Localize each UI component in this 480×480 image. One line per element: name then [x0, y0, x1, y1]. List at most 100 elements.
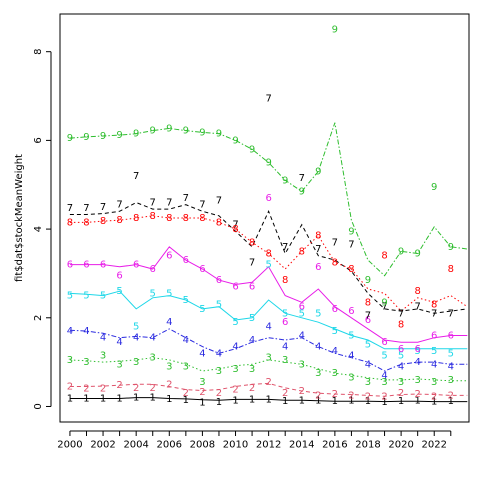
data-point-label-age-7: 7	[183, 193, 189, 204]
data-point-label-age-8: 8	[83, 217, 89, 228]
data-point-label-age-5: 5	[116, 286, 122, 297]
y-tick-label: 4	[33, 226, 44, 232]
data-point-label-age-5: 5	[249, 313, 255, 324]
data-point-label-age-7: 7	[199, 200, 205, 211]
data-point-label-age-2: 2	[166, 379, 172, 390]
data-point-label-age-1: 1	[183, 395, 189, 406]
data-point-label-age-4: 4	[183, 335, 189, 346]
data-point-label-age-3: 3	[414, 375, 420, 386]
series-line-5	[69, 290, 468, 350]
data-point-label-age-2: 2	[150, 383, 156, 394]
data-point-label-age-1: 1	[414, 396, 420, 407]
series-line-9	[69, 122, 468, 277]
data-point-label-age-9: 9	[431, 182, 437, 193]
data-point-label-age-3: 3	[199, 377, 205, 388]
data-point-label-age-3: 3	[100, 350, 106, 361]
data-point-label-age-2: 2	[381, 392, 387, 403]
data-point-label-age-8: 8	[398, 319, 404, 330]
data-point-label-age-1: 1	[299, 395, 305, 406]
data-point-label-age-3: 3	[232, 364, 238, 375]
observed-labels-layer: 1 1 1 1 1 1 1 1 1 1 1 1 1 1 1 1 1 1 1 1 1 1 1 12 2 2 2 2 2 22 2 2 2 222 2 2…	[67, 25, 454, 409]
data-point-label-age-3: 3	[381, 377, 387, 388]
data-point-label-age-7: 7	[249, 257, 255, 268]
x-tick-label: 2008	[190, 439, 215, 450]
data-point-label-age-4: 4	[332, 346, 338, 357]
series-line-4	[69, 328, 468, 372]
data-point-label-age-5: 5	[150, 288, 156, 299]
data-point-label-age-4: 4	[398, 362, 404, 373]
data-point-label-age-7: 7	[365, 311, 371, 322]
data-point-label-age-9: 9	[67, 133, 73, 144]
data-point-label-age-8: 8	[282, 275, 288, 286]
data-point-label-age-4: 4	[133, 333, 139, 344]
data-point-label-age-4: 4	[448, 362, 454, 373]
y-tick-label: 0	[33, 403, 44, 409]
data-point-label-age-3: 3	[348, 373, 354, 384]
data-point-label-age-1: 1	[232, 395, 238, 406]
data-point-label-age-6: 6	[348, 306, 354, 317]
data-point-label-age-1: 1	[265, 394, 271, 405]
data-point-label-age-8: 8	[249, 237, 255, 248]
data-point-label-age-6: 6	[67, 260, 73, 271]
data-point-label-age-5: 5	[133, 322, 139, 333]
data-point-label-age-3: 3	[448, 375, 454, 386]
data-point-label-age-7: 7	[315, 244, 321, 255]
data-point-label-age-3: 3	[315, 368, 321, 379]
data-point-label-age-5: 5	[348, 331, 354, 342]
data-point-label-age-6: 6	[216, 275, 222, 286]
data-point-label-age-7: 7	[398, 308, 404, 319]
data-point-label-age-5: 5	[299, 308, 305, 319]
data-point-label-age-1: 1	[249, 394, 255, 405]
x-tick-label: 2012	[256, 439, 281, 450]
data-point-label-age-6: 6	[299, 302, 305, 313]
data-point-label-age-9: 9	[299, 186, 305, 197]
data-point-label-age-1: 1	[67, 393, 73, 404]
data-point-label-age-2: 2	[100, 384, 106, 395]
data-point-label-age-7: 7	[431, 308, 437, 319]
data-point-label-age-4: 4	[216, 348, 222, 359]
data-point-label-age-7: 7	[381, 302, 387, 313]
data-point-label-age-6: 6	[100, 260, 106, 271]
x-tick-label: 2010	[223, 439, 248, 450]
data-point-label-age-8: 8	[216, 217, 222, 228]
data-point-label-age-3: 3	[265, 353, 271, 364]
data-point-label-age-2: 2	[282, 388, 288, 399]
data-point-label-age-9: 9	[83, 132, 89, 143]
data-point-label-age-3: 3	[67, 355, 73, 366]
data-point-label-age-2: 2	[249, 383, 255, 394]
x-tick-label: 2020	[388, 439, 413, 450]
x-axis: 2000 2002 2004 2006 2008 2010 2012 2014 2016 2018…	[57, 430, 452, 450]
data-point-label-age-6: 6	[83, 260, 89, 271]
y-tick-label: 2	[33, 315, 44, 321]
data-point-label-age-3: 3	[150, 353, 156, 364]
data-point-label-age-6: 6	[183, 255, 189, 266]
data-point-label-age-9: 9	[249, 144, 255, 155]
data-point-label-age-1: 1	[365, 396, 371, 407]
data-point-label-age-5: 5	[431, 346, 437, 357]
data-point-label-age-8: 8	[100, 216, 106, 227]
data-point-label-age-2: 2	[315, 390, 321, 401]
data-point-label-age-2: 2	[116, 380, 122, 391]
data-point-label-age-5: 5	[83, 291, 89, 302]
data-point-label-age-9: 9	[150, 126, 156, 137]
data-point-label-age-5: 5	[67, 291, 73, 302]
data-point-label-age-7: 7	[166, 197, 172, 208]
data-point-label-age-4: 4	[414, 357, 420, 368]
x-tick-label: 2022	[422, 439, 447, 450]
data-point-label-age-1: 1	[448, 396, 454, 407]
x-tick-label: 2006	[157, 439, 182, 450]
data-point-label-age-3: 3	[133, 357, 139, 368]
data-point-label-age-1: 1	[431, 397, 437, 408]
data-point-label-age-7: 7	[282, 242, 288, 253]
x-tick-label: 2000	[57, 439, 82, 450]
data-point-label-age-2: 2	[414, 389, 420, 400]
data-point-label-age-9: 9	[232, 135, 238, 146]
data-point-label-age-6: 6	[150, 264, 156, 275]
data-point-label-age-5: 5	[448, 348, 454, 359]
data-point-label-age-2: 2	[365, 392, 371, 403]
data-point-label-age-3: 3	[282, 355, 288, 366]
data-point-label-age-5: 5	[398, 350, 404, 361]
data-point-label-age-7: 7	[265, 93, 271, 104]
data-point-label-age-5: 5	[381, 350, 387, 361]
x-tick-label: 2002	[90, 439, 115, 450]
